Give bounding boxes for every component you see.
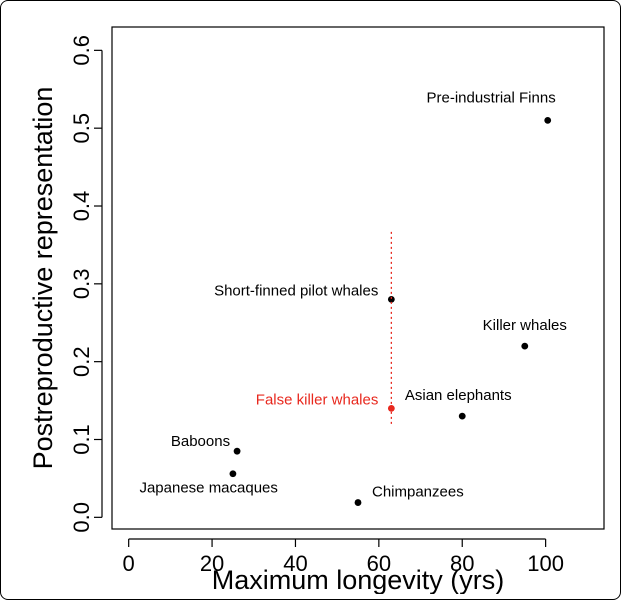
point-label: False killer whales (256, 391, 379, 408)
y-tick-label: 0.6 (69, 35, 94, 66)
y-tick-label: 0.3 (69, 269, 94, 300)
y-axis-title: Postreproductive representation (28, 87, 58, 470)
x-tick-label: 0 (123, 551, 135, 576)
x-axis-title: Maximum longevity (yrs) (212, 565, 505, 594)
data-point (521, 342, 529, 350)
plot-area (111, 26, 605, 530)
y-axis: 0.0 0.1 0.2 0.3 0.4 0.5 0.6 (69, 35, 103, 533)
data-point (387, 296, 395, 303)
x-tick-label: 20 (200, 551, 224, 576)
data-point (354, 499, 362, 506)
point-label: Killer whales (483, 317, 567, 334)
point-label: Asian elephants (405, 387, 512, 404)
data-point (458, 412, 466, 420)
data-point (544, 116, 552, 124)
point-label: Japanese macaques (139, 480, 277, 497)
data-point (229, 470, 237, 478)
y-tick-label: 0.5 (69, 113, 94, 144)
y-tick-label: 0.4 (69, 191, 94, 222)
y-tick-label: 0.2 (69, 346, 94, 377)
data-point (387, 404, 395, 412)
x-axis: 0 20 40 60 80 100 (123, 538, 564, 576)
data-points: Pre-industrial Finns Short-finned pilot w… (139, 89, 567, 506)
point-label: Short-finned pilot whales (214, 282, 378, 299)
x-tick-label: 40 (283, 551, 307, 576)
point-label: Baboons (171, 433, 230, 450)
y-tick-label: 0.1 (69, 424, 94, 455)
point-label: Pre-industrial Finns (426, 89, 555, 106)
point-label: Chimpanzees (372, 484, 464, 501)
x-tick-label: 60 (367, 551, 391, 576)
y-tick-label: 0.0 (69, 502, 94, 533)
data-point (233, 447, 241, 455)
x-tick-label: 80 (450, 551, 474, 576)
x-tick-label: 100 (527, 551, 564, 576)
